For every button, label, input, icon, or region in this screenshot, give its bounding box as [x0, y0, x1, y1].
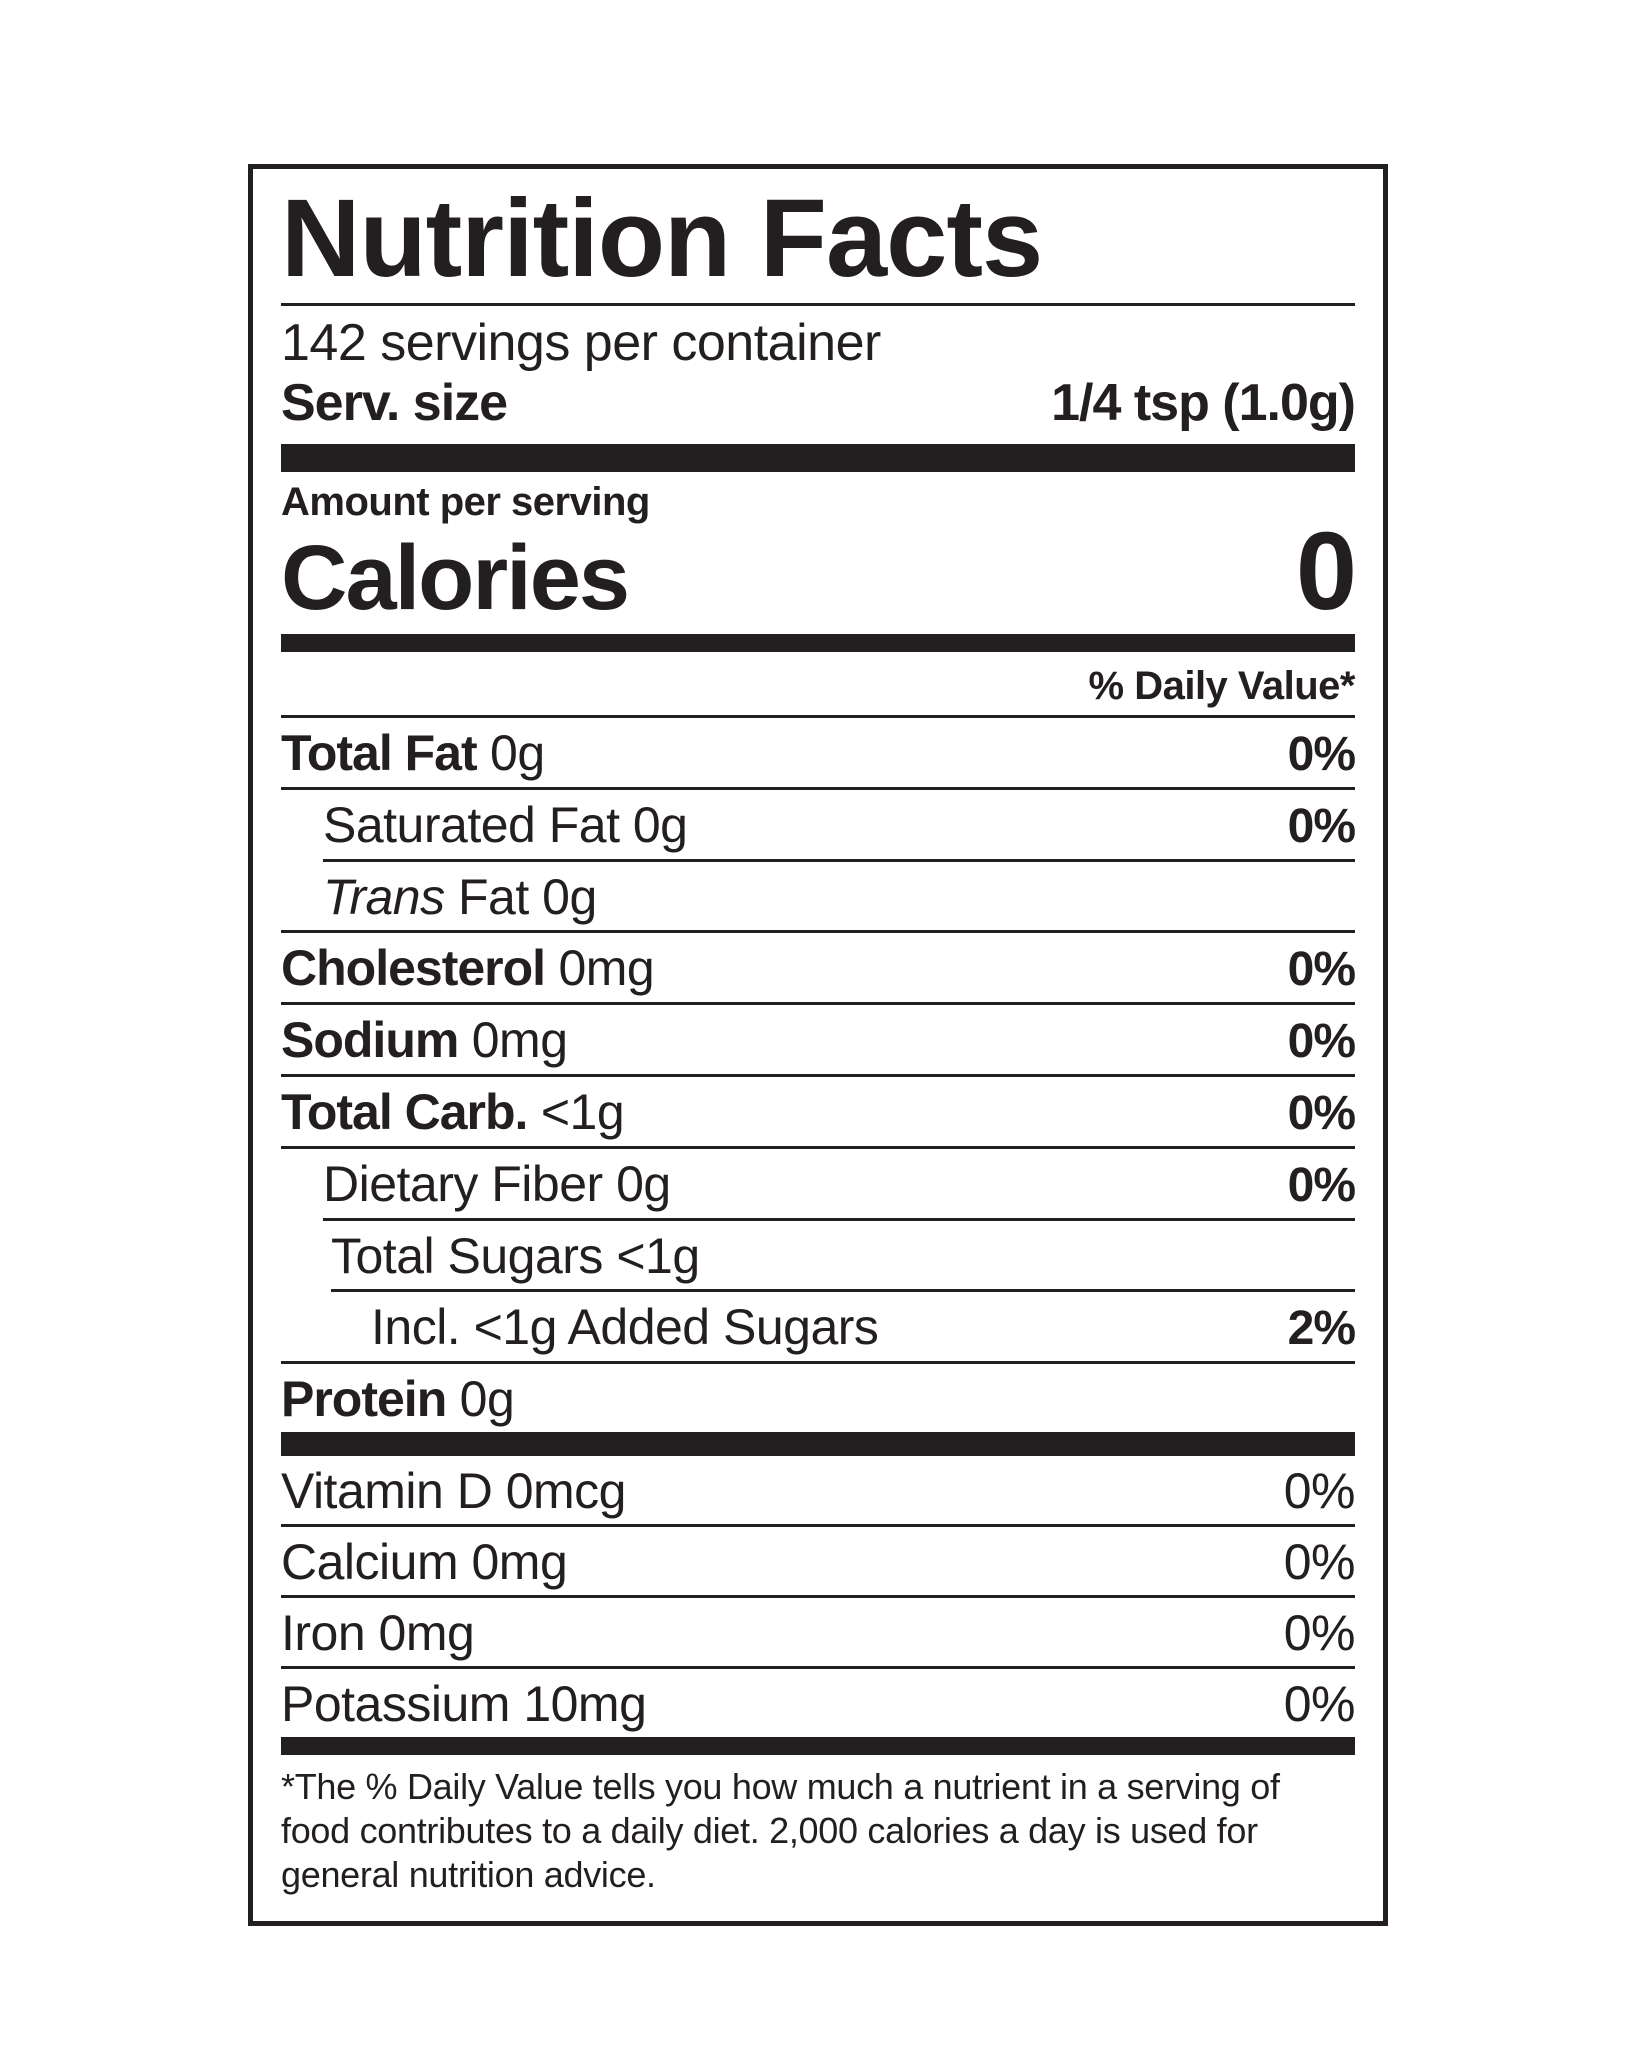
total-carb-label: Total Carb. <1g: [281, 1087, 624, 1137]
row-saturated-fat: Saturated Fat 0g 0%: [323, 790, 1355, 859]
fiber-label: Dietary Fiber 0g: [323, 1159, 671, 1209]
saturated-fat-dv: 0%: [1288, 803, 1355, 851]
potassium-dv: 0%: [1284, 1679, 1355, 1729]
vitamin-d-dv: 0%: [1284, 1466, 1355, 1516]
total-fat-dv: 0%: [1288, 731, 1355, 779]
row-iron: Iron 0mg 0%: [281, 1598, 1355, 1669]
trans-fat-prefix: Trans: [323, 869, 445, 925]
total-fat-label: Total Fat 0g: [281, 728, 545, 778]
row-potassium: Potassium 10mg 0%: [281, 1669, 1355, 1737]
sodium-dv: 0%: [1288, 1018, 1355, 1066]
total-carb-amount: <1g: [541, 1084, 624, 1140]
row-trans-fat: Trans Fat 0g: [281, 862, 1355, 933]
panel-title: Nutrition Facts: [281, 181, 1355, 306]
saturated-fat-label: Saturated Fat 0g: [323, 800, 688, 850]
calories-value: 0: [1296, 522, 1355, 621]
potassium-label: Potassium 10mg: [281, 1679, 646, 1729]
vitamin-d-label: Vitamin D 0mcg: [281, 1466, 626, 1516]
divider-bar-thick: [281, 444, 1355, 472]
cholesterol-name: Cholesterol: [281, 940, 545, 996]
trans-fat-rest: Fat 0g: [445, 869, 597, 925]
serving-size-row: Serv. size 1/4 tsp (1.0g): [281, 375, 1355, 432]
divider-bar-section-1: [281, 1432, 1355, 1456]
calories-row: Calories 0: [281, 522, 1355, 652]
iron-dv: 0%: [1284, 1608, 1355, 1658]
row-sugars-wrap: Total Sugars <1g: [331, 1221, 1355, 1292]
trans-fat-label: Trans Fat 0g: [281, 872, 597, 922]
serving-size-value: 1/4 tsp (1.0g): [1051, 375, 1355, 432]
added-sugars-label: Incl. <1g Added Sugars: [281, 1302, 878, 1352]
row-cholesterol: Cholesterol 0mg 0%: [281, 933, 1355, 1005]
added-sugars-dv: 2%: [1288, 1305, 1355, 1353]
row-calcium: Calcium 0mg 0%: [281, 1527, 1355, 1598]
row-fiber-wrap: Dietary Fiber 0g 0%: [323, 1149, 1355, 1221]
fiber-amount: 0g: [616, 1156, 671, 1212]
cholesterol-dv: 0%: [1288, 946, 1355, 994]
amount-per-serving-label: Amount per serving: [281, 482, 1355, 522]
row-added-sugars: Incl. <1g Added Sugars 2%: [281, 1292, 1355, 1364]
daily-value-footnote: *The % Daily Value tells you how much a …: [281, 1755, 1355, 1897]
row-sugars: Total Sugars <1g: [331, 1221, 1355, 1289]
row-vitamin-d: Vitamin D 0mcg 0%: [281, 1456, 1355, 1527]
total-fat-amount: 0g: [490, 725, 545, 781]
sodium-name: Sodium: [281, 1012, 458, 1068]
row-protein: Protein 0g: [281, 1364, 1355, 1432]
total-fat-name: Total Fat: [281, 725, 477, 781]
total-carb-name: Total Carb.: [281, 1084, 527, 1140]
sugars-label: Total Sugars <1g: [331, 1231, 700, 1281]
row-sodium: Sodium 0mg 0%: [281, 1005, 1355, 1077]
row-saturated-fat-wrap: Saturated Fat 0g 0%: [323, 790, 1355, 862]
saturated-fat-amount: 0g: [633, 797, 688, 853]
calcium-dv: 0%: [1284, 1537, 1355, 1587]
row-total-fat: Total Fat 0g 0%: [281, 718, 1355, 790]
sodium-label: Sodium 0mg: [281, 1015, 568, 1065]
nutrition-facts-panel: Nutrition Facts 142 servings per contain…: [248, 164, 1388, 1926]
fiber-dv: 0%: [1288, 1162, 1355, 1210]
protein-name: Protein: [281, 1371, 446, 1427]
calcium-label: Calcium 0mg: [281, 1537, 567, 1587]
servings-per-container: 142 servings per container: [281, 314, 1355, 374]
sodium-amount: 0mg: [472, 1012, 568, 1068]
divider-bar-section-2: [281, 1737, 1355, 1755]
iron-label: Iron 0mg: [281, 1608, 474, 1658]
serving-size-label: Serv. size: [281, 375, 507, 432]
calories-label: Calories: [281, 532, 628, 624]
protein-amount: 0g: [460, 1371, 515, 1427]
total-carb-dv: 0%: [1288, 1090, 1355, 1138]
page: Nutrition Facts 142 servings per contain…: [0, 0, 1640, 2048]
protein-label: Protein 0g: [281, 1374, 514, 1424]
row-total-carb: Total Carb. <1g 0%: [281, 1077, 1355, 1149]
daily-value-header: % Daily Value*: [281, 658, 1355, 718]
cholesterol-label: Cholesterol 0mg: [281, 943, 654, 993]
fiber-name: Dietary Fiber: [323, 1156, 603, 1212]
row-fiber: Dietary Fiber 0g 0%: [323, 1149, 1355, 1218]
saturated-fat-name: Saturated Fat: [323, 797, 619, 853]
cholesterol-amount: 0mg: [558, 940, 654, 996]
